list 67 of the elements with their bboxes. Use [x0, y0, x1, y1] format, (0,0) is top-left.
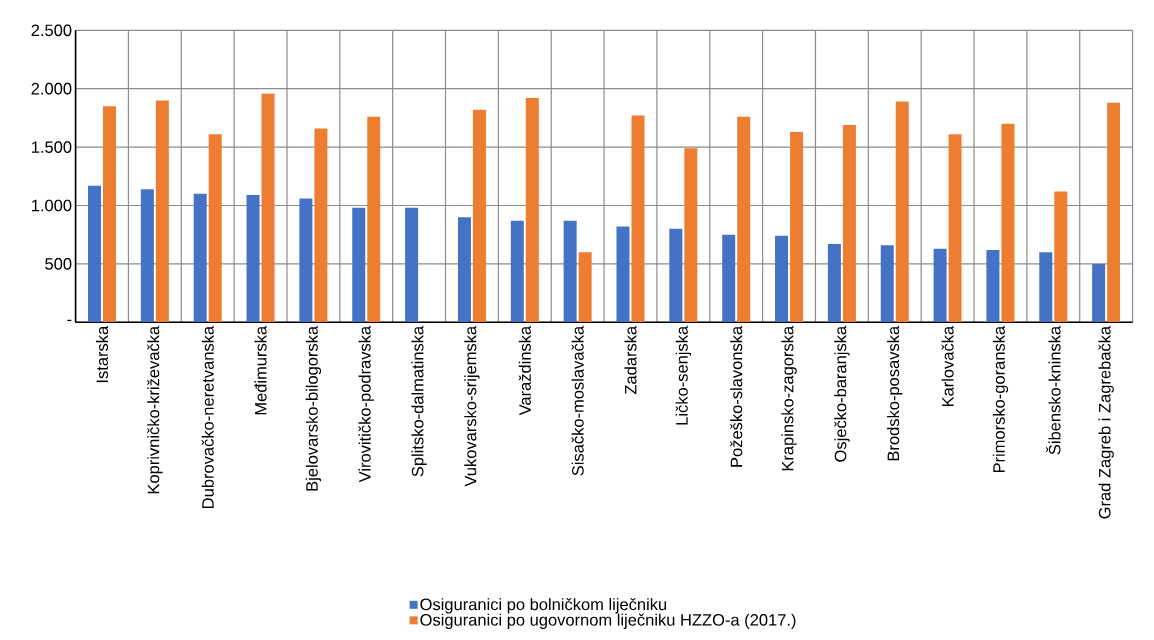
bar [405, 207, 419, 323]
x-tick-label: Ličko-senjska [675, 325, 692, 425]
x-tick-label: Zadarska [624, 325, 637, 395]
bar [827, 244, 841, 323]
bar [352, 207, 366, 323]
bar [103, 106, 116, 323]
x-tick-label: Bjelovarsko-bilogorska [305, 325, 322, 491]
bar [299, 198, 313, 323]
bar [790, 131, 804, 323]
bar [842, 124, 856, 323]
bar [457, 217, 471, 323]
x-tick-label: Dubrovačko-neretvanska [201, 325, 214, 508]
x-tick-label: Osječko-baranjska [834, 325, 850, 462]
bar [472, 109, 486, 323]
bar [1054, 191, 1068, 323]
x-tick-label: Sisačko-moslavačka [571, 325, 584, 476]
x-tick-label: Splitsko-dalmatinska [411, 325, 427, 477]
bar [246, 194, 260, 323]
bar [193, 193, 207, 323]
legend-label: Osiguranici po bolničkom liječniku [420, 598, 667, 614]
x-tick-label: Koprivničko-križevačka [147, 325, 163, 494]
x-tick-label: Međimurska [254, 325, 267, 415]
x-tick-label: Varaždinska [518, 325, 531, 416]
x-tick-label: Krapinsko-zagorska [781, 325, 797, 471]
bar [367, 116, 381, 323]
bar [140, 189, 154, 323]
y-tick-label: - [67, 319, 72, 322]
legend-label: Osiguranici po ugovornom liječniku HZZO-a (2017.) [420, 613, 796, 630]
bar [1107, 102, 1121, 323]
bar [510, 220, 524, 323]
x-tick-label: Grad Zagreb i Zagrebačka [1098, 325, 1114, 519]
bar [948, 134, 962, 323]
bar [880, 245, 894, 323]
bar [669, 228, 683, 323]
bar [1001, 123, 1015, 323]
x-tick-label: Brodsko-posavska [887, 325, 903, 461]
x-tick-label: Požeško-slavonska [730, 325, 743, 467]
bar [684, 148, 698, 323]
bar [261, 93, 275, 323]
bar [525, 98, 539, 323]
y-tick-label: 1.500 [32, 141, 72, 153]
bar [631, 115, 645, 323]
bar [616, 226, 630, 323]
bar [986, 249, 1000, 323]
x-tick-label: Primorsko-goranska [992, 325, 1009, 473]
x-tick-label: Karlovačka [941, 325, 954, 407]
bar [314, 128, 328, 323]
bar [578, 252, 592, 323]
bar [1092, 263, 1106, 323]
x-tick-label: Šibensko-kninska [1046, 325, 1061, 455]
y-tick-label: 500 [45, 258, 72, 270]
bar [895, 101, 909, 323]
bar [563, 220, 577, 323]
bar [737, 116, 751, 323]
bar [722, 234, 736, 323]
bar [933, 248, 947, 323]
y-tick-label: 2.000 [31, 82, 72, 95]
y-tick-label: 1.000 [32, 199, 72, 212]
y-tick-label: 2.500 [31, 24, 72, 37]
bar [208, 134, 222, 323]
bar [775, 235, 789, 323]
bar [1039, 252, 1053, 323]
bar [88, 185, 101, 323]
bar [155, 100, 169, 323]
x-tick-label: Virovitičko-podravska [358, 325, 374, 483]
x-tick-label: Vukovarsko-srijemska [464, 325, 480, 487]
x-tick-label: Istarska [95, 325, 109, 383]
